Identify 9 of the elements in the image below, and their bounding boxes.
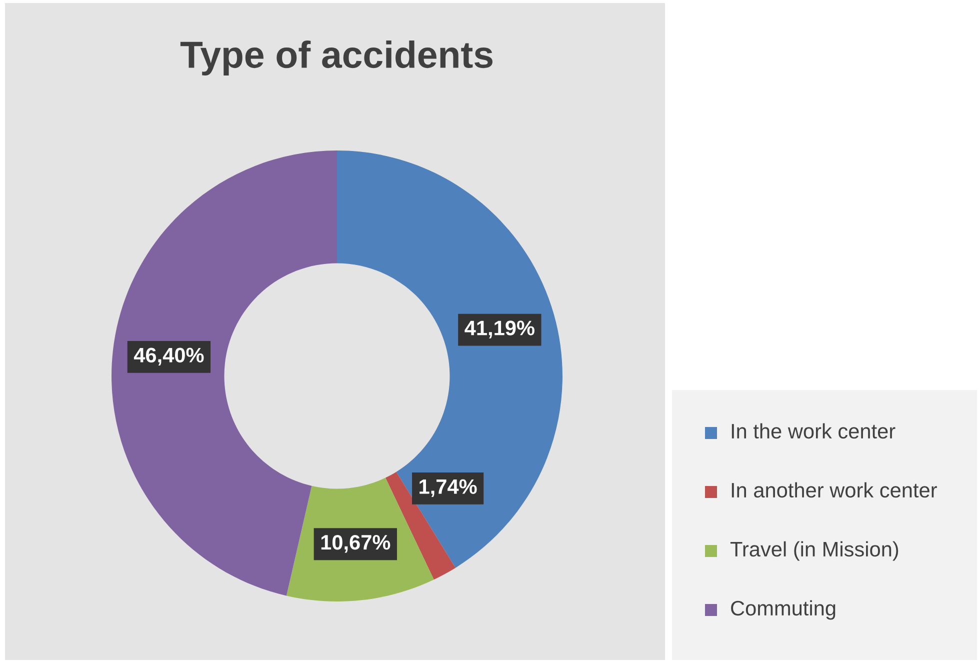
legend-label: Travel (in Mission): [730, 541, 898, 561]
data-label: 46,40%: [134, 348, 204, 366]
chart-title: Type of accidents: [180, 40, 492, 76]
legend-label: In the work center: [732, 423, 896, 439]
data-label: 10,67%: [321, 534, 390, 553]
data-label: 41,19%: [464, 320, 534, 338]
legend-label: In another work center: [732, 482, 937, 498]
legend-label: Commuting: [731, 600, 836, 620]
data-label: 1,74%: [420, 479, 477, 498]
